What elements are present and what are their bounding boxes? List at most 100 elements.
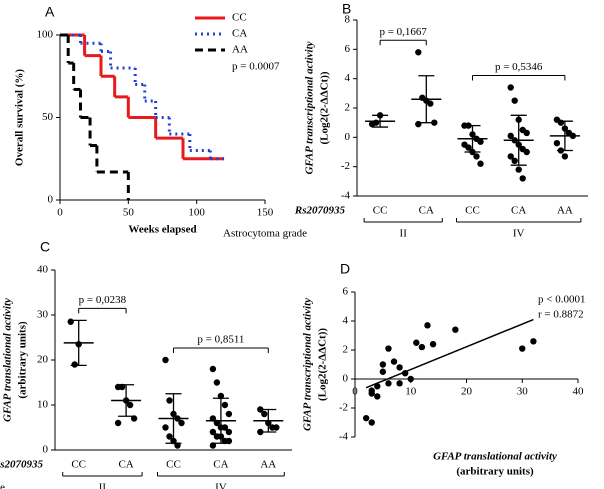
category-label: CC (71, 459, 86, 471)
data-point (221, 424, 229, 431)
data-point (407, 375, 414, 383)
data-point (519, 345, 526, 352)
grade-label: II (400, 228, 408, 240)
data-point (362, 414, 370, 422)
data-point (427, 100, 434, 107)
data-point (523, 129, 530, 137)
data-point (374, 393, 381, 400)
x-tick-label: 150 (257, 207, 274, 219)
data-point (368, 390, 375, 397)
y-tick-label: 2 (343, 344, 349, 356)
data-point (178, 419, 185, 427)
data-point (114, 419, 122, 427)
data-point (225, 437, 233, 445)
panel-label: D (340, 261, 350, 277)
y-tick-label: -2 (341, 160, 350, 172)
data-point (372, 119, 380, 126)
p-value: p = 0.0007 (232, 61, 280, 73)
y-tick-label: 8 (345, 14, 351, 26)
data-point (515, 166, 522, 173)
p-value: p = 0,5346 (495, 61, 543, 73)
data-point (523, 148, 530, 156)
stat-label: p < 0.0001 (538, 294, 585, 306)
category-label: AA (260, 459, 276, 471)
x-tick-label: 20 (461, 386, 473, 398)
y-tick-label: 2 (345, 102, 351, 114)
data-point (217, 392, 225, 400)
legend-label: AA (232, 44, 248, 56)
y-tick-label: 6 (343, 286, 349, 298)
data-point (396, 380, 403, 387)
data-point (385, 345, 392, 352)
data-point (390, 358, 398, 365)
stat-label: r = 0.8872 (538, 309, 584, 321)
category-label: CA (511, 205, 526, 217)
y-axis-label: (Log2(2-ΔΔCt)) (319, 71, 331, 144)
y-tick-label: 0 (43, 444, 49, 456)
y-tick-label: -4 (339, 431, 349, 443)
y-axis-label: GFAP transcriptional activity (304, 41, 316, 174)
y-axis-label: Overall survival (%) (14, 69, 26, 166)
data-point (368, 419, 375, 426)
x-axis-label: (arbitrary units) (456, 466, 534, 478)
y-tick-label: 10 (37, 399, 49, 411)
data-point (379, 361, 387, 368)
legend-label: CC (232, 12, 247, 24)
data-point (452, 326, 459, 333)
x-axis-label: GFAP translational activity (433, 451, 557, 463)
y-tick-label: 4 (345, 72, 351, 84)
data-point (213, 379, 221, 386)
y-tick-label: -4 (341, 190, 351, 202)
x-tick-label: 0 (352, 386, 358, 398)
data-point (162, 424, 169, 431)
data-point (557, 119, 565, 126)
x-tick-label: 0 (57, 207, 63, 219)
data-point (209, 428, 217, 436)
y-axis-label: (Log2(2-ΔΔCt)) (317, 328, 329, 401)
data-point (507, 153, 514, 160)
panel-label: C (40, 239, 50, 255)
x-tick-label: 50 (123, 207, 135, 219)
data-point (519, 175, 526, 182)
data-point (477, 160, 484, 167)
category-label: CA (118, 459, 133, 471)
y-tick-label: 6 (345, 43, 351, 55)
y-tick-label: 0 (343, 373, 349, 385)
data-point (507, 84, 514, 91)
data-point (126, 401, 134, 409)
data-point (396, 364, 403, 371)
y-tick-label: 100 (37, 29, 54, 41)
data-point (415, 120, 422, 128)
data-point (225, 410, 233, 418)
x-axis-label: Weeks elapsed (128, 224, 196, 236)
grade-label: IV (215, 482, 227, 489)
category-label: AA (557, 205, 573, 217)
row-label: Rs2070935 (0, 459, 43, 471)
data-point (465, 144, 472, 151)
data-point (561, 153, 569, 160)
data-point (162, 356, 169, 364)
data-point (67, 318, 74, 325)
y-tick-label: 0 (345, 131, 351, 143)
y-tick-label: -2 (339, 402, 348, 414)
y-tick-label: 40 (37, 264, 49, 276)
data-point (273, 424, 280, 431)
y-tick-label: 30 (37, 309, 49, 321)
data-point (511, 97, 518, 104)
row-label: Astrocytoma grade (0, 482, 5, 489)
data-point (418, 343, 426, 351)
data-point (473, 153, 480, 160)
category-label: CC (465, 205, 480, 217)
panel-label: B (342, 1, 351, 17)
data-point (166, 397, 173, 404)
y-tick-label: 4 (343, 315, 349, 327)
data-point (424, 322, 431, 329)
data-point (225, 428, 233, 436)
data-point (530, 338, 537, 345)
data-point (429, 341, 437, 348)
data-point (71, 361, 78, 368)
p-value: p = 0,8511 (197, 334, 244, 346)
row-label: Astrocytoma grade (223, 228, 307, 240)
category-label: CA (213, 459, 228, 471)
